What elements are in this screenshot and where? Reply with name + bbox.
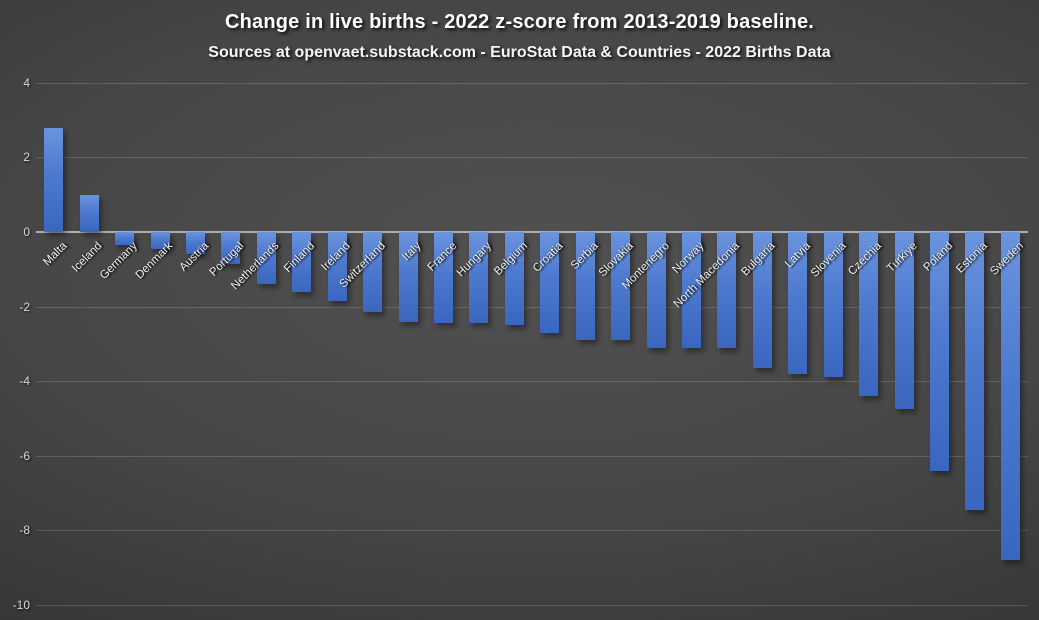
bar-slovakia [611, 232, 631, 341]
bar-italy [398, 232, 418, 322]
chart-title: Change in live births - 2022 z-score fro… [224, 11, 815, 33]
bar-finland [292, 232, 312, 292]
bar-malta [44, 127, 64, 232]
y-tick-label: -10 [12, 598, 30, 612]
bar-estonia [965, 232, 985, 510]
zero-axis-line [36, 231, 1028, 233]
y-tick-label: -4 [19, 374, 30, 389]
bar-austria [185, 232, 205, 255]
y-tick-label: -2 [19, 299, 30, 314]
gridline [36, 82, 1028, 84]
bar-netherlands [256, 232, 276, 285]
gridline [36, 306, 1028, 308]
bar-turkiye [894, 232, 914, 410]
bar-serbia [575, 232, 595, 341]
bar-france [433, 232, 453, 324]
gridline [36, 530, 1028, 532]
y-tick-label: 0 [23, 225, 30, 239]
bar-iceland [79, 194, 99, 232]
bar-poland [929, 232, 949, 471]
gridline [36, 455, 1028, 457]
bar-bulgaria [752, 232, 772, 369]
category-label: Malta [40, 240, 70, 269]
bar-slovenia [823, 232, 843, 378]
bar-latvia [788, 232, 808, 374]
bar-norway [681, 232, 701, 348]
bar-portugal [221, 232, 241, 264]
category-label: Germany [98, 240, 141, 282]
bar-belgium [504, 232, 524, 326]
bar-germany [115, 232, 135, 246]
gridline [36, 605, 1028, 606]
bar-switzerland [363, 232, 383, 313]
y-tick-label: 2 [23, 150, 30, 165]
bar-ireland [327, 232, 347, 301]
gridline [36, 157, 1028, 159]
chart-subtitle: Sources at openvaet.substack.com - EuroS… [208, 44, 831, 61]
category-label: Iceland [69, 240, 105, 275]
bar-sweden [1000, 232, 1020, 561]
gridline [36, 381, 1028, 383]
y-tick-label: -6 [19, 448, 30, 463]
bar-hungary [469, 232, 489, 324]
bar-czechia [859, 232, 879, 397]
bar-montenegro [646, 232, 666, 348]
bar-croatia [540, 232, 560, 333]
bar-denmark [150, 232, 170, 249]
y-tick-label: -8 [19, 523, 30, 538]
y-tick-label: 4 [23, 75, 30, 90]
bar-north-macedonia [717, 232, 737, 348]
